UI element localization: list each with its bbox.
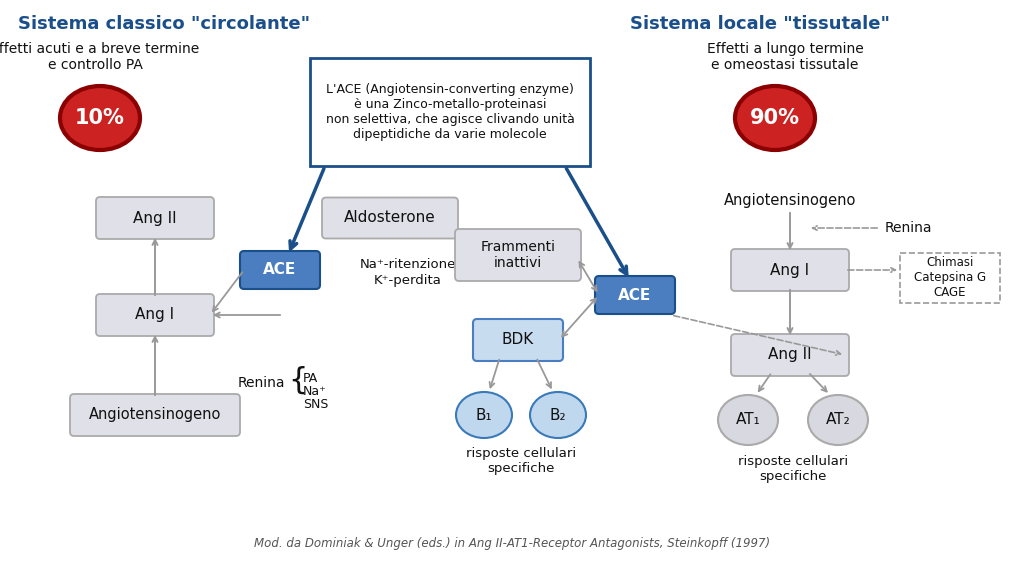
FancyBboxPatch shape: [731, 249, 849, 291]
Text: AT₁: AT₁: [735, 413, 761, 428]
Text: L'ACE (Angiotensin-converting enzyme)
è una Zinco-metallo-proteinasi
non seletti: L'ACE (Angiotensin-converting enzyme) è …: [326, 83, 574, 141]
Text: Na⁺-ritenzione: Na⁺-ritenzione: [359, 258, 456, 271]
Text: Effetti a lungo termine
e omeostasi tissutale: Effetti a lungo termine e omeostasi tiss…: [707, 42, 863, 72]
Text: Na⁺: Na⁺: [303, 385, 327, 398]
Ellipse shape: [530, 392, 586, 438]
Text: Chimasi
Catepsina G
CAGE: Chimasi Catepsina G CAGE: [914, 256, 986, 300]
Text: Frammenti
inattivi: Frammenti inattivi: [480, 240, 555, 270]
Text: ACE: ACE: [618, 288, 651, 302]
FancyBboxPatch shape: [473, 319, 563, 361]
Text: Effetti acuti e a breve termine
e controllo PA: Effetti acuti e a breve termine e contro…: [0, 42, 200, 72]
Text: Ang II: Ang II: [133, 211, 177, 225]
Text: Ang II: Ang II: [768, 347, 812, 362]
Ellipse shape: [456, 392, 512, 438]
FancyBboxPatch shape: [595, 276, 675, 314]
Text: PA: PA: [303, 372, 318, 385]
Text: ACE: ACE: [263, 262, 297, 278]
FancyBboxPatch shape: [240, 251, 319, 289]
FancyBboxPatch shape: [96, 197, 214, 239]
Text: BDK: BDK: [502, 333, 535, 347]
Text: Renina: Renina: [238, 376, 285, 390]
Ellipse shape: [808, 395, 868, 445]
FancyBboxPatch shape: [310, 58, 590, 166]
Text: B₁: B₁: [476, 407, 493, 423]
Text: K⁺-perdita: K⁺-perdita: [374, 274, 442, 287]
Ellipse shape: [718, 395, 778, 445]
FancyBboxPatch shape: [731, 334, 849, 376]
FancyBboxPatch shape: [455, 229, 581, 281]
Text: 90%: 90%: [750, 108, 800, 128]
Text: B₂: B₂: [550, 407, 566, 423]
Text: Ang I: Ang I: [770, 262, 810, 278]
Text: 10%: 10%: [75, 108, 125, 128]
Ellipse shape: [60, 86, 140, 150]
Text: AT₂: AT₂: [825, 413, 850, 428]
Text: Aldosterone: Aldosterone: [344, 211, 436, 225]
Text: risposte cellulari
specifiche: risposte cellulari specifiche: [738, 455, 848, 483]
Text: {: {: [288, 365, 307, 395]
FancyBboxPatch shape: [322, 197, 458, 238]
Text: SNS: SNS: [303, 398, 329, 411]
FancyBboxPatch shape: [96, 294, 214, 336]
Text: Renina: Renina: [885, 221, 933, 235]
Text: Sistema locale "tissutale": Sistema locale "tissutale": [630, 15, 890, 33]
Text: Angiotensinogeno: Angiotensinogeno: [89, 407, 221, 423]
Text: Mod. da Dominiak & Unger (eds.) in Ang II-AT1-Receptor Antagonists, Steinkopff (: Mod. da Dominiak & Unger (eds.) in Ang I…: [254, 537, 770, 550]
Text: Angiotensinogeno: Angiotensinogeno: [724, 193, 856, 207]
Text: Sistema classico "circolante": Sistema classico "circolante": [18, 15, 310, 33]
Text: Ang I: Ang I: [135, 307, 174, 323]
FancyBboxPatch shape: [900, 253, 1000, 303]
FancyBboxPatch shape: [70, 394, 240, 436]
Text: risposte cellulari
specifiche: risposte cellulari specifiche: [466, 447, 577, 475]
Ellipse shape: [735, 86, 815, 150]
